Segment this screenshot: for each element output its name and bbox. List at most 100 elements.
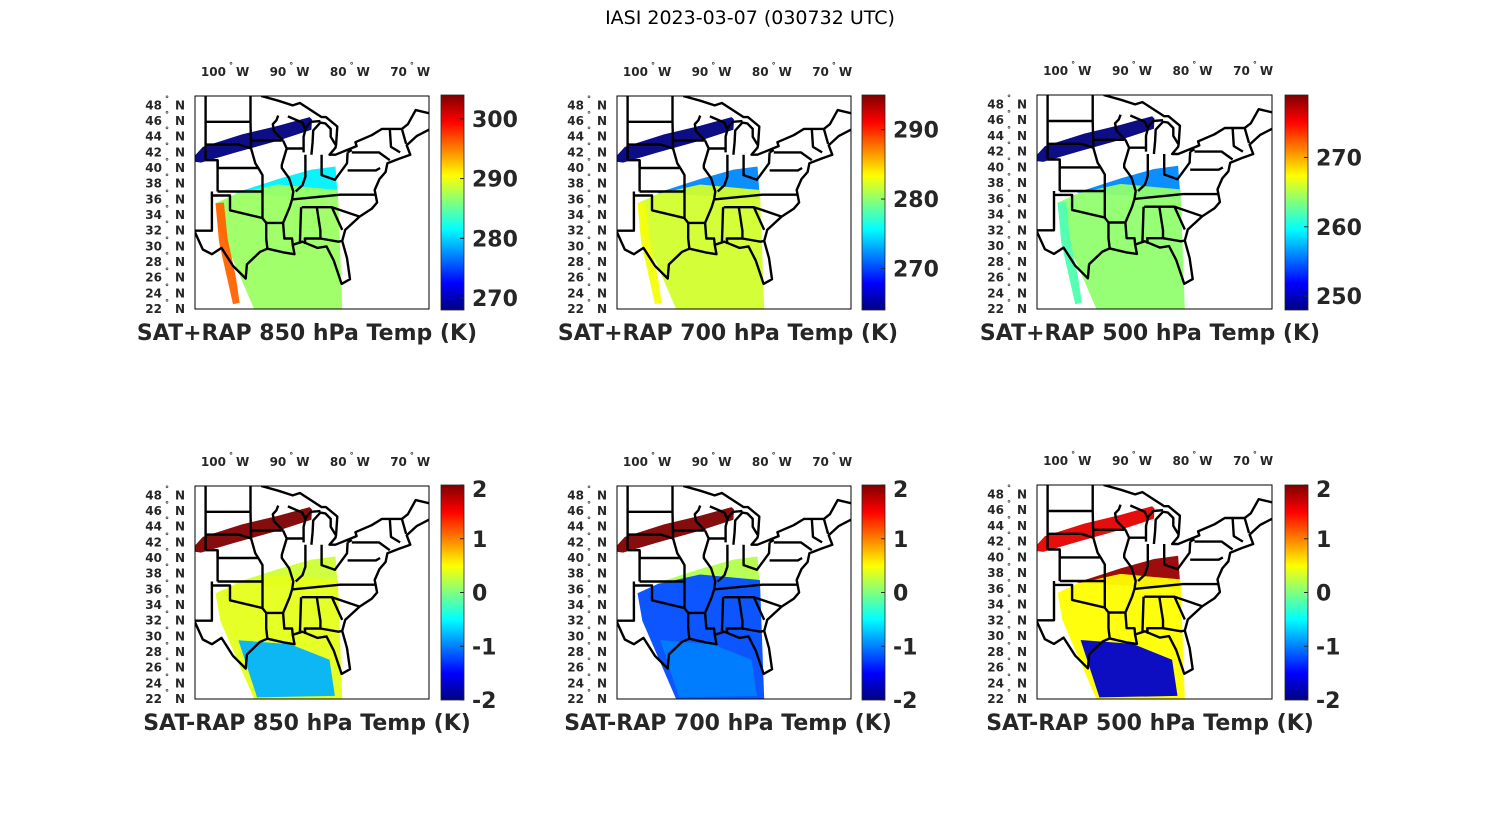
degree-symbol: °	[587, 220, 591, 229]
y-tick-unit: N	[175, 114, 185, 128]
degree-symbol: °	[587, 298, 591, 307]
y-tick-label: 44	[987, 519, 1004, 533]
state-border	[1173, 206, 1186, 230]
degree-symbol: °	[165, 204, 169, 213]
x-tick-unit: W	[718, 455, 731, 469]
degree-symbol: °	[165, 110, 169, 119]
y-tick-label: 40	[987, 160, 1004, 174]
y-tick-unit: N	[175, 504, 185, 518]
y-tick-unit: N	[175, 535, 185, 549]
degree-symbol: °	[1007, 235, 1011, 244]
degree-symbol: °	[1007, 672, 1011, 681]
y-tick-label: 24	[567, 676, 584, 690]
degree-symbol: °	[165, 251, 169, 260]
degree-symbol: °	[587, 657, 591, 666]
y-tick-label: 40	[567, 161, 584, 175]
y-tick-label: 28	[567, 255, 584, 269]
state-border	[742, 152, 771, 182]
y-tick-label: 28	[145, 645, 162, 659]
panel-title: SAT+RAP 700 hPa Temp (K)	[558, 321, 898, 346]
y-tick-label: 24	[145, 286, 162, 300]
coastline	[617, 518, 851, 676]
coastline	[310, 121, 337, 155]
degree-symbol: °	[1132, 450, 1136, 459]
y-tick-label: 34	[567, 208, 584, 222]
x-tick-unit: W	[1199, 454, 1212, 468]
y-tick-label: 28	[145, 255, 162, 269]
state-border	[1231, 127, 1244, 153]
y-tick-label: 30	[567, 239, 584, 253]
state-border	[752, 206, 766, 231]
degree-symbol: °	[165, 688, 169, 697]
x-tick-label: 70	[1233, 454, 1250, 468]
degree-symbol: °	[1007, 562, 1011, 571]
degree-symbol: °	[1007, 156, 1011, 165]
state-border	[205, 549, 259, 560]
y-tick-label: 48	[987, 97, 1004, 111]
degree-symbol: °	[1007, 298, 1011, 307]
colorbar-tick-label: 2	[472, 478, 487, 503]
degree-symbol: °	[165, 500, 169, 509]
state-border	[291, 193, 376, 201]
state-border	[693, 115, 706, 142]
state-border	[713, 583, 798, 591]
y-tick-unit: N	[175, 614, 185, 628]
y-tick-label: 48	[145, 488, 162, 502]
y-tick-unit: N	[597, 224, 607, 238]
x-tick-unit: W	[296, 455, 309, 469]
x-tick-label: 100	[623, 65, 648, 79]
y-tick-label: 46	[567, 114, 584, 128]
degree-symbol: °	[165, 94, 169, 103]
state-borders	[195, 486, 429, 676]
state-border	[633, 584, 686, 610]
map-frame	[194, 95, 430, 310]
panel-title: SAT+RAP 500 hPa Temp (K)	[980, 321, 1320, 346]
y-tick-label: 46	[567, 504, 584, 518]
map-frame	[194, 485, 430, 700]
degree-symbol: °	[1007, 188, 1011, 197]
state-border	[1190, 556, 1224, 561]
panel-title: SAT-RAP 700 hPa Temp (K)	[564, 711, 892, 736]
state-border	[1162, 151, 1192, 181]
x-tick-label: 80	[1173, 454, 1190, 468]
y-tick-label: 22	[987, 302, 1004, 316]
x-tick-label: 100	[201, 455, 226, 469]
y-tick-label: 36	[567, 192, 584, 206]
state-border	[330, 206, 344, 231]
colorbar	[1284, 94, 1309, 311]
map-frame	[616, 95, 852, 310]
y-tick-unit: N	[1017, 255, 1027, 269]
y-tick-unit: N	[1017, 519, 1027, 533]
state-border	[810, 128, 823, 154]
state-border	[627, 143, 674, 150]
y-tick-label: 42	[145, 535, 162, 549]
degree-symbol: °	[1071, 450, 1075, 459]
colorbar-tick-label: -1	[472, 635, 496, 660]
y-tick-unit: N	[597, 208, 607, 222]
state-border	[298, 207, 303, 244]
degree-symbol: °	[165, 282, 169, 291]
y-tick-unit: N	[597, 255, 607, 269]
y-tick-label: 22	[567, 302, 584, 316]
coastline	[724, 509, 743, 543]
coastline	[724, 119, 743, 153]
coastline	[1037, 517, 1272, 675]
colorbar-tick-label: 280	[893, 188, 939, 213]
coastline	[302, 509, 321, 543]
y-tick-label: 22	[567, 692, 584, 706]
degree-symbol: °	[1071, 60, 1075, 69]
y-tick-unit: N	[175, 582, 185, 596]
x-tick-label: 100	[1043, 454, 1068, 468]
y-tick-unit: N	[175, 239, 185, 253]
state-borders	[1037, 95, 1272, 285]
x-tick-unit: W	[839, 65, 852, 79]
degree-symbol: °	[1007, 251, 1011, 260]
degree-symbol: °	[165, 141, 169, 150]
degree-symbol: °	[1007, 109, 1011, 118]
state-border	[351, 541, 391, 552]
state-border	[822, 128, 830, 145]
degree-symbol: °	[350, 61, 354, 70]
state-border	[752, 596, 766, 621]
state-border	[1134, 192, 1219, 201]
state-border	[287, 505, 306, 519]
